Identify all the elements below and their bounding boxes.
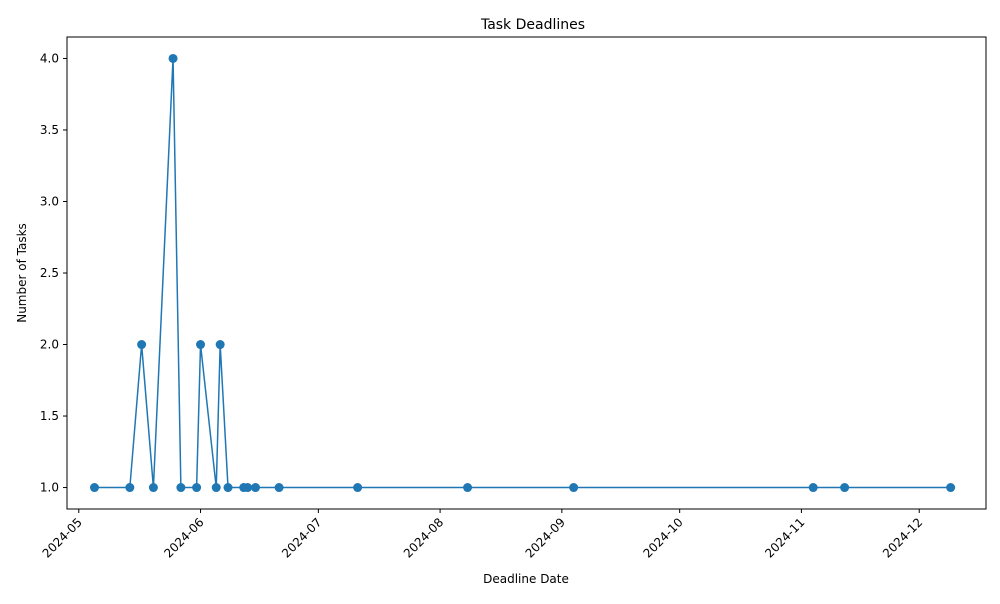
y-tick-label: 2.5 xyxy=(40,266,59,280)
data-point xyxy=(196,340,206,350)
y-tick-label: 2.0 xyxy=(40,338,59,352)
data-point xyxy=(192,483,202,493)
series-line xyxy=(94,58,951,489)
data-point xyxy=(89,483,99,493)
data-point xyxy=(215,340,225,350)
data-point xyxy=(251,483,261,493)
data-point xyxy=(274,483,284,493)
data-point xyxy=(211,483,221,493)
plot-frame xyxy=(66,36,987,510)
data-point xyxy=(946,483,956,493)
y-tick-label: 1.5 xyxy=(40,409,59,423)
x-tick-label: 2024-07 xyxy=(279,515,324,560)
x-tick-label: 2024-08 xyxy=(401,515,446,560)
data-point xyxy=(569,483,579,493)
y-tick-label: 1.0 xyxy=(40,481,59,495)
x-tick-label: 2024-11 xyxy=(762,515,807,560)
data-point xyxy=(148,483,158,493)
x-tick-label: 2024-12 xyxy=(880,515,925,560)
y-axis: 1.0 1.5 2.0 2.5 3.0 3.5 4.0 xyxy=(40,51,67,495)
data-point xyxy=(168,53,178,63)
data-point xyxy=(353,483,363,493)
chart-title: Task Deadlines xyxy=(480,17,585,33)
y-tick-label: 3.0 xyxy=(40,194,59,208)
data-point xyxy=(223,483,233,493)
x-tick-label: 2024-06 xyxy=(161,515,206,560)
data-point xyxy=(840,483,850,493)
x-tick-label: 2024-05 xyxy=(40,515,85,560)
y-tick-label: 3.5 xyxy=(40,123,59,137)
y-axis-label: Number of Tasks xyxy=(15,223,29,323)
x-tick-label: 2024-09 xyxy=(523,515,568,560)
data-point xyxy=(463,483,473,493)
y-tick-label: 4.0 xyxy=(40,51,59,65)
data-point xyxy=(176,483,186,493)
data-point xyxy=(243,483,253,493)
series-layer xyxy=(89,53,956,493)
x-tick-label: 2024-10 xyxy=(640,515,685,560)
data-point xyxy=(808,483,818,493)
data-point xyxy=(137,340,147,350)
x-axis-label: Deadline Date xyxy=(483,572,569,586)
x-axis: 2024-05 2024-06 2024-07 2024-08 2024-09 2024-… xyxy=(40,509,925,561)
data-point xyxy=(125,483,135,493)
